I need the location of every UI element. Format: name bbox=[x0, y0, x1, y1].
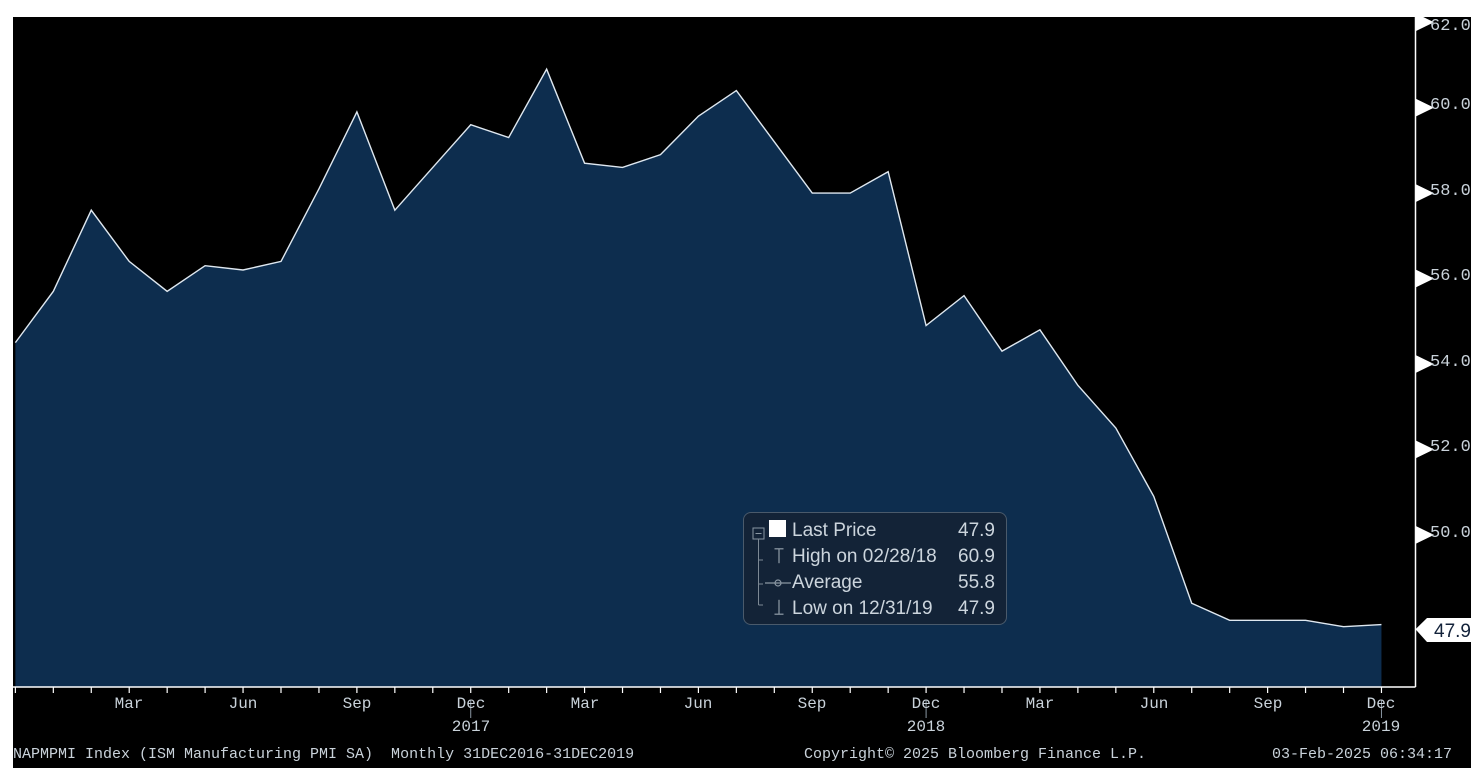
svg-text:47.9: 47.9 bbox=[1434, 621, 1471, 642]
